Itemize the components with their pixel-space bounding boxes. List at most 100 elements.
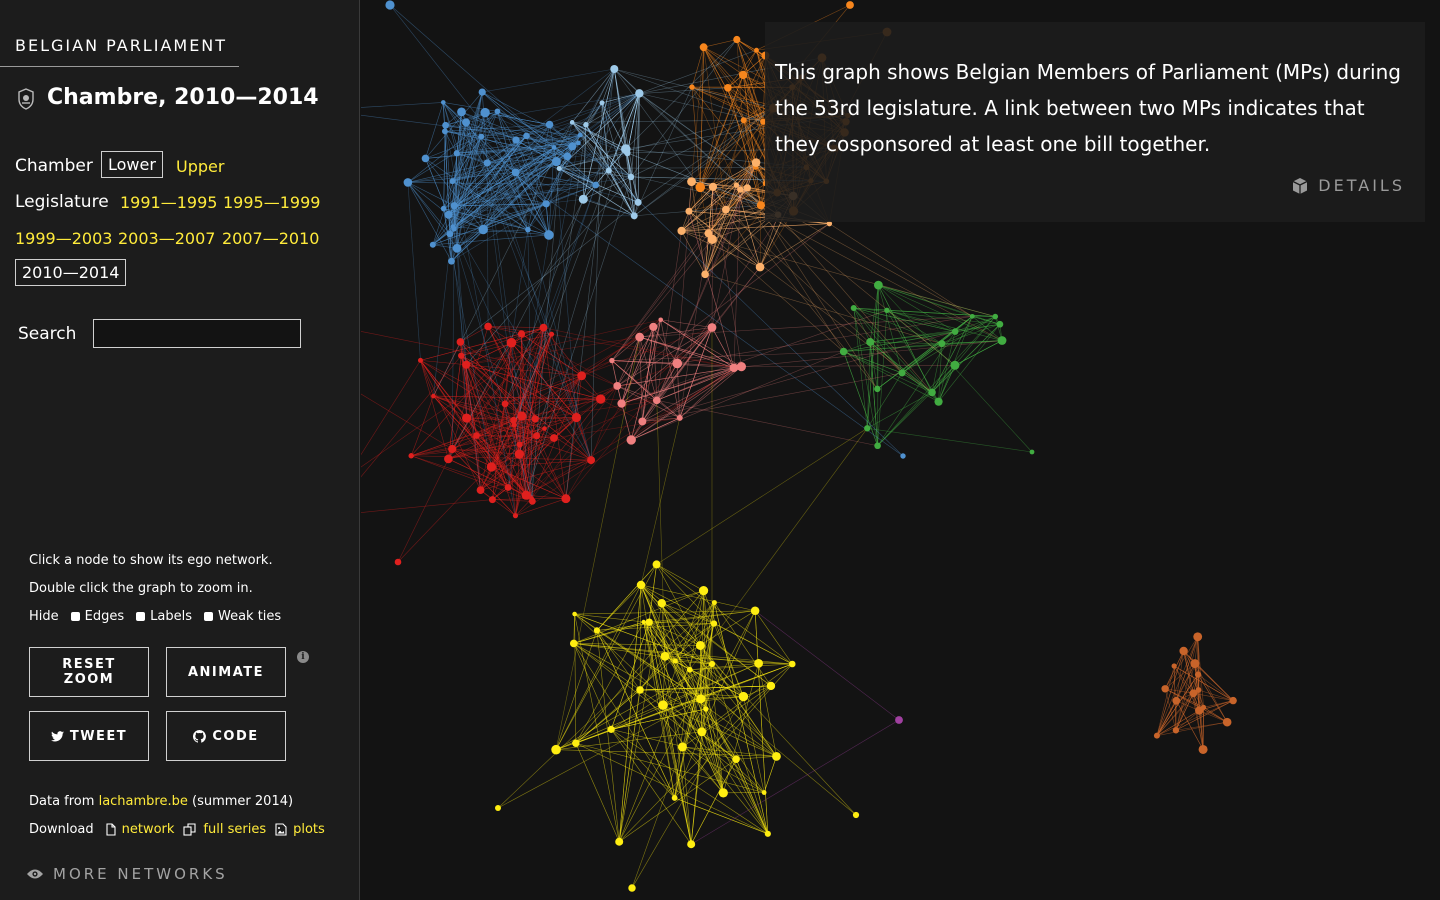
mp-node[interactable] <box>615 837 624 846</box>
mp-node[interactable] <box>448 257 455 265</box>
mp-node[interactable] <box>672 658 678 664</box>
mp-node[interactable] <box>743 184 751 192</box>
mp-node[interactable] <box>533 432 541 440</box>
mp-node[interactable] <box>1171 663 1177 669</box>
mp-node[interactable] <box>724 83 732 92</box>
mp-node[interactable] <box>703 706 709 712</box>
mp-node[interactable] <box>900 453 906 459</box>
chamber-option-upper[interactable]: Upper <box>176 157 225 176</box>
mp-node[interactable] <box>708 660 716 668</box>
mp-node[interactable] <box>572 611 577 617</box>
mp-node[interactable] <box>462 413 472 423</box>
mp-node[interactable] <box>440 100 446 105</box>
mp-node[interactable] <box>626 435 636 445</box>
mp-node[interactable] <box>452 243 462 253</box>
mp-node[interactable] <box>596 394 606 404</box>
mp-node[interactable] <box>1153 732 1160 739</box>
mp-node[interactable] <box>677 742 687 752</box>
mp-node[interactable] <box>997 336 1007 345</box>
mp-node[interactable] <box>587 456 596 465</box>
mp-node[interactable] <box>672 358 683 369</box>
mp-node[interactable] <box>575 140 581 146</box>
mp-node[interactable] <box>451 226 457 232</box>
hide-weak-ties-label[interactable]: Weak ties <box>217 609 282 624</box>
mp-node[interactable] <box>873 280 883 290</box>
mp-node[interactable] <box>1029 449 1035 455</box>
mp-node[interactable] <box>605 167 612 174</box>
hide-edges-checkbox[interactable] <box>70 612 80 621</box>
mp-node[interactable] <box>739 70 748 80</box>
mp-node[interactable] <box>630 212 638 220</box>
mp-node[interactable] <box>577 371 587 381</box>
mp-node[interactable] <box>514 449 525 459</box>
mp-node[interactable] <box>733 182 740 188</box>
legislature-link-1991[interactable]: 1991—1995 <box>120 193 218 212</box>
mp-node[interactable] <box>578 194 588 204</box>
mp-node[interactable] <box>864 425 871 432</box>
hide-labels-label[interactable]: Labels <box>150 609 192 624</box>
mp-node[interactable] <box>711 600 717 606</box>
mp-node[interactable] <box>628 884 636 892</box>
mp-node[interactable] <box>441 128 448 135</box>
mp-node[interactable] <box>442 121 450 129</box>
mp-node[interactable] <box>839 347 848 356</box>
mp-node[interactable] <box>634 198 642 206</box>
mp-node[interactable] <box>874 385 881 393</box>
mp-node[interactable] <box>677 226 686 235</box>
tweet-button[interactable]: TWEET <box>29 711 149 761</box>
mp-node[interactable] <box>636 580 646 590</box>
mp-node[interactable] <box>826 220 833 227</box>
mp-node[interactable] <box>695 640 705 650</box>
info-icon[interactable]: i <box>297 651 309 663</box>
mp-node[interactable] <box>934 397 943 406</box>
mp-node[interactable] <box>561 494 571 504</box>
mp-node[interactable] <box>525 226 531 233</box>
mp-node[interactable] <box>617 399 626 408</box>
mp-node[interactable] <box>1195 706 1204 715</box>
mp-node[interactable] <box>687 840 696 849</box>
mp-node[interactable] <box>511 168 520 177</box>
legislature-link-2010-selected[interactable]: 2010—2014 <box>15 259 127 286</box>
mp-node[interactable] <box>572 739 580 747</box>
mp-node[interactable] <box>1189 689 1198 698</box>
mp-node[interactable] <box>613 382 622 390</box>
data-source-link[interactable]: lachambre.be <box>98 794 188 809</box>
legislature-link-2003[interactable]: 2003—2007 <box>118 229 216 248</box>
mp-node[interactable] <box>696 694 706 704</box>
mp-node[interactable] <box>1190 659 1200 669</box>
mp-node[interactable] <box>450 202 459 210</box>
mp-node[interactable] <box>544 230 554 240</box>
mp-node[interactable] <box>501 400 509 408</box>
hide-weak-ties-checkbox[interactable] <box>203 612 213 621</box>
mp-node[interactable] <box>599 100 605 106</box>
mp-node[interactable] <box>766 681 776 691</box>
mp-node[interactable] <box>403 178 413 187</box>
mp-node[interactable] <box>736 362 747 372</box>
mp-node[interactable] <box>551 145 557 150</box>
mp-node[interactable] <box>1193 632 1203 642</box>
mp-node[interactable] <box>950 360 960 370</box>
mp-node[interactable] <box>874 442 881 450</box>
mp-node[interactable] <box>506 337 517 348</box>
mp-node[interactable] <box>751 158 761 167</box>
mp-node[interactable] <box>556 165 562 171</box>
mp-node[interactable] <box>652 560 661 569</box>
mp-node[interactable] <box>440 205 447 212</box>
mp-node[interactable] <box>483 159 491 167</box>
mp-node[interactable] <box>417 357 423 363</box>
mp-node[interactable] <box>457 107 466 117</box>
mp-node[interactable] <box>707 323 717 332</box>
mp-node[interactable] <box>545 120 554 129</box>
mp-node[interactable] <box>732 755 740 763</box>
mp-node[interactable] <box>1172 727 1180 734</box>
mp-node[interactable] <box>563 152 572 161</box>
mp-node[interactable] <box>895 716 903 724</box>
mp-node[interactable] <box>486 462 497 472</box>
search-input[interactable] <box>93 319 301 348</box>
mp-node[interactable] <box>1161 685 1169 693</box>
mp-node[interactable] <box>462 118 471 127</box>
mp-node[interactable] <box>478 133 485 140</box>
mp-node[interactable] <box>456 338 465 346</box>
mp-node[interactable] <box>788 660 796 668</box>
mp-node[interactable] <box>571 412 582 423</box>
